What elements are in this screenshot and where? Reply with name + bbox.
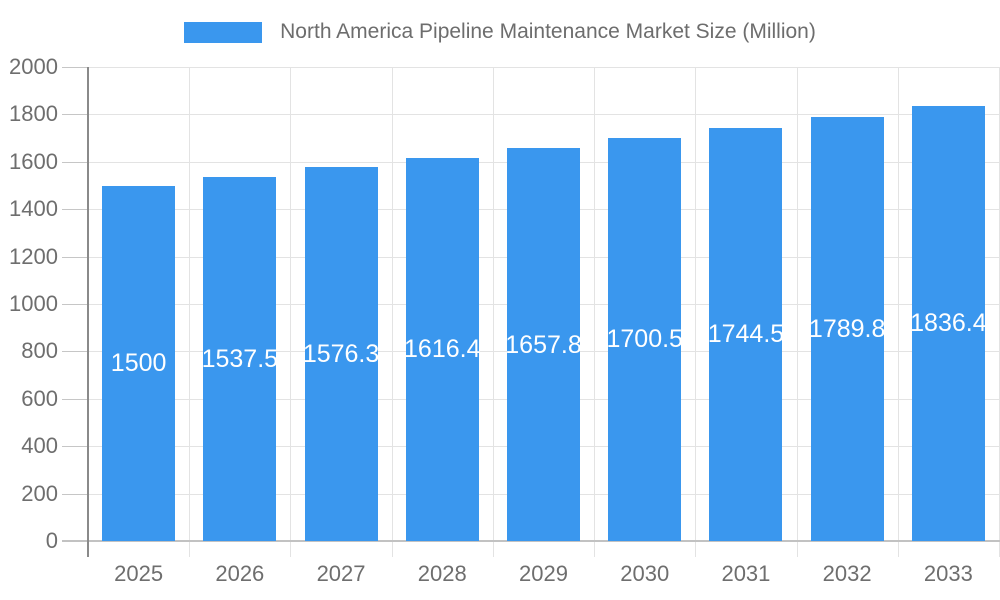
y-axis-tick-label: 400 xyxy=(21,433,58,459)
x-axis-tick xyxy=(290,541,292,557)
x-axis-tick xyxy=(897,541,899,557)
bar-2028[interactable] xyxy=(405,157,479,541)
y-axis-tick-label: 1200 xyxy=(9,243,58,269)
bar-2026[interactable] xyxy=(203,176,277,541)
gridline-vertical xyxy=(594,67,596,541)
x-axis-category-label: 2026 xyxy=(215,561,265,586)
bar-2030[interactable] xyxy=(608,137,682,541)
y-axis-tick xyxy=(62,398,88,400)
y-axis-tick xyxy=(62,161,88,163)
y-axis-tick xyxy=(62,351,88,353)
x-axis-category-label: 2031 xyxy=(721,561,771,586)
gridline-vertical xyxy=(897,67,899,541)
gridline-vertical xyxy=(796,67,798,541)
bar-2027[interactable] xyxy=(304,167,378,541)
gridline-vertical xyxy=(492,67,494,541)
legend[interactable]: North America Pipeline Maintenance Marke… xyxy=(0,18,1000,46)
y-axis-tick-label: 200 xyxy=(21,480,58,506)
y-axis-tick-label: 600 xyxy=(21,385,58,411)
gridline-vertical xyxy=(391,67,393,541)
bar-value-label: 1789.8 xyxy=(808,314,886,343)
y-axis-tick xyxy=(62,493,88,495)
bar-2033[interactable] xyxy=(911,105,985,541)
x-axis-category-label: 2032 xyxy=(822,561,872,586)
y-axis-tick-label: 1000 xyxy=(9,291,58,316)
y-axis-tick-label: 1400 xyxy=(9,196,58,222)
y-axis-tick-label: 800 xyxy=(21,338,58,364)
bar-value-label: 1700.5 xyxy=(606,325,683,354)
y-axis-tick xyxy=(62,446,88,448)
y-axis-tick-label: 1800 xyxy=(9,101,58,127)
gridline-vertical xyxy=(290,67,292,541)
gridline-horizontal xyxy=(88,67,1000,68)
bar-value-label: 1576.3 xyxy=(302,340,380,369)
bar-value-label: 1657.8 xyxy=(505,330,582,359)
bar-value-label: 1537.5 xyxy=(201,344,279,373)
gridline-vertical xyxy=(189,67,191,541)
x-axis-tick xyxy=(391,541,393,557)
y-axis-tick xyxy=(62,209,88,211)
bar-value-label: 1616.4 xyxy=(404,335,481,364)
x-axis-category-label: 2028 xyxy=(417,561,467,586)
x-axis-line xyxy=(62,540,1000,542)
y-axis-tick-label: 2000 xyxy=(9,54,58,79)
y-axis-tick xyxy=(62,67,88,68)
y-axis-tick-label: 1600 xyxy=(9,148,58,174)
x-axis-tick xyxy=(492,541,494,557)
bar-value-label: 1836.4 xyxy=(910,309,987,338)
x-axis-tick xyxy=(796,541,798,557)
legend-swatch xyxy=(184,21,263,43)
x-axis-tick xyxy=(594,541,596,557)
bar-2032[interactable] xyxy=(810,116,884,541)
x-axis-category-label: 2025 xyxy=(114,561,164,586)
gridline-vertical xyxy=(695,67,697,541)
x-axis-tick xyxy=(695,541,697,557)
y-axis-tick xyxy=(62,256,88,258)
y-axis-line xyxy=(87,67,89,557)
x-axis-category-label: 2029 xyxy=(519,561,568,586)
gridline-horizontal xyxy=(88,114,1000,116)
x-axis-category-label: 2027 xyxy=(316,561,366,586)
bar-2025[interactable] xyxy=(102,185,176,541)
y-axis-tick xyxy=(62,304,88,305)
bar-value-label: 1500 xyxy=(110,349,167,378)
x-axis-tick xyxy=(189,541,191,557)
bar-2031[interactable] xyxy=(709,127,783,541)
bar-2029[interactable] xyxy=(507,148,580,541)
y-axis-tick-label: 0 xyxy=(45,528,58,553)
x-axis-category-label: 2030 xyxy=(620,561,670,586)
y-axis-tick xyxy=(62,114,88,116)
bar-value-label: 1744.5 xyxy=(707,320,785,349)
x-axis-category-label: 2033 xyxy=(923,561,973,586)
legend-label: North America Pipeline Maintenance Marke… xyxy=(280,20,816,43)
